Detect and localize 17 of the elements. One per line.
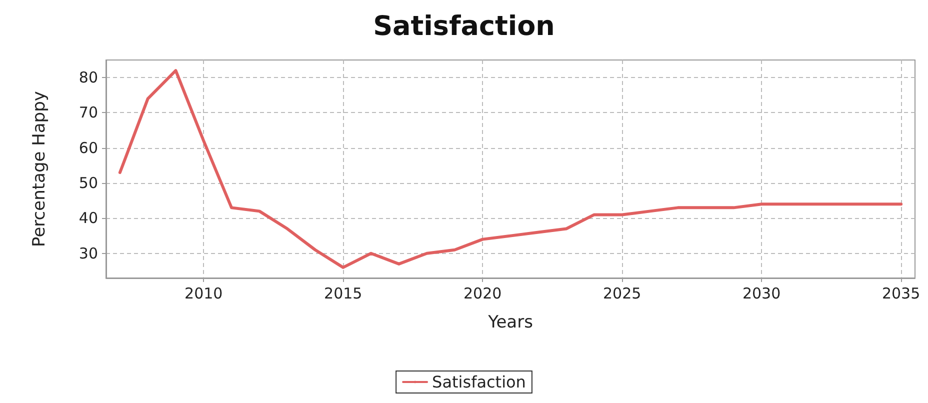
y-tick-label: 70 <box>78 104 98 122</box>
x-tick-label: 2015 <box>324 284 362 302</box>
y-tick-label: 60 <box>78 138 98 157</box>
x-axis-title: Years <box>487 312 534 332</box>
x-tick-label: 2020 <box>464 284 502 302</box>
line-series <box>118 69 903 269</box>
x-tick-label: 2035 <box>882 284 920 302</box>
legend-label: Satisfaction <box>432 372 526 392</box>
x-tick-label: 2025 <box>602 284 642 302</box>
chart-title: Satisfaction <box>373 11 555 42</box>
y-tick-label: 50 <box>78 174 98 192</box>
y-tick-label: 40 <box>78 209 98 228</box>
y-axis-title: Percentage Happy <box>30 91 50 247</box>
x-tick-label: 2010 <box>184 284 223 302</box>
y-tick-label: 30 <box>78 244 98 262</box>
y-tick-label: 80 <box>78 68 98 87</box>
x-tick-label: 2030 <box>742 284 781 302</box>
